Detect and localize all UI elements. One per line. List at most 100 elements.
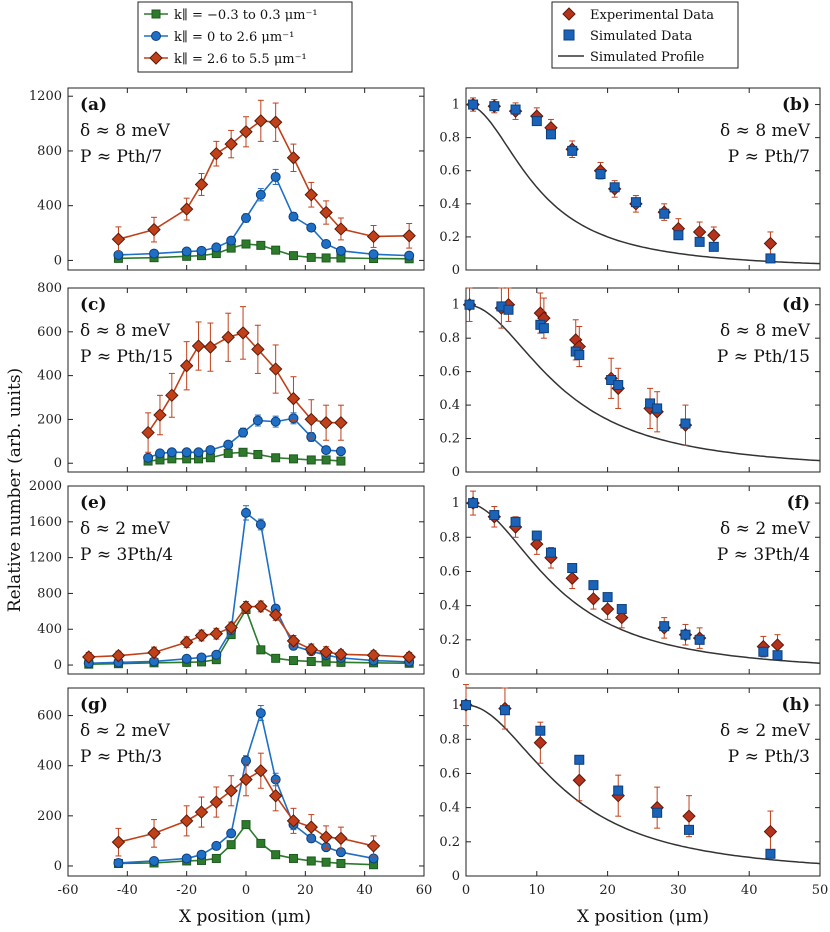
- data-point-red: [286, 634, 301, 648]
- data-point-blue: [404, 250, 415, 261]
- data-point-green: [256, 645, 266, 655]
- y-tick-label: 1200: [29, 89, 62, 104]
- panel-a: 0 400 800 1200 (a) δ ≈ 8 meV P ≈ Pth/7: [29, 87, 425, 271]
- data-point-red: [209, 146, 224, 161]
- data-point-red: [254, 764, 268, 778]
- y-tick-label: 200: [37, 809, 62, 824]
- data-point-red: [304, 642, 318, 657]
- data-point-red: [165, 388, 179, 403]
- data-point-green: [288, 454, 298, 464]
- legend-label-red: k∥ = 2.6 to 5.5 μm⁻¹: [174, 52, 307, 67]
- data-point-red: [268, 115, 283, 129]
- data-point-blue: [181, 853, 192, 864]
- experimental-point: [565, 571, 579, 585]
- data-point-red: [286, 814, 301, 828]
- simulated-point: [694, 236, 705, 247]
- simulated-point: [489, 101, 500, 112]
- data-point-red: [366, 229, 381, 244]
- data-point-red: [179, 202, 194, 216]
- data-point-green: [288, 853, 298, 863]
- simulated-point: [567, 563, 578, 574]
- data-point-red: [319, 830, 333, 844]
- simulated-point: [613, 785, 624, 796]
- data-point-blue: [211, 242, 222, 253]
- data-point-blue: [196, 245, 207, 256]
- data-point-blue: [288, 211, 299, 222]
- x-tick-label: 40: [741, 883, 758, 898]
- data-point-red: [334, 647, 348, 662]
- panel-label: (f): [787, 493, 810, 513]
- data-point-green: [306, 455, 316, 465]
- data-point-red: [319, 645, 333, 659]
- data-point-red: [402, 650, 416, 664]
- power-annotation: P ≈ Pth/15: [717, 347, 810, 367]
- data-point-red: [239, 772, 253, 787]
- data-point-red: [224, 620, 238, 635]
- x-tick-label: 20: [297, 883, 314, 898]
- y-tick-label: 400: [37, 369, 62, 384]
- panel-c: 0 200 400 600 800 (c) δ ≈ 8 meV P ≈ Pth/15: [37, 281, 425, 473]
- legend-label-profile: Simulated Profile: [590, 50, 705, 65]
- data-point-blue: [205, 445, 216, 456]
- x-tick-label: -40: [117, 883, 138, 898]
- simulated-point: [468, 498, 479, 509]
- experimental-point: [682, 809, 696, 823]
- y-tick-label: 0: [54, 456, 62, 471]
- data-point-blue: [306, 222, 317, 233]
- panel-g: 0 200 400 600 -60 -40 -20 0 20 40 60 (g) δ ≈ 2 meV P …: [37, 687, 433, 898]
- data-point-red: [366, 839, 381, 853]
- legend-label-experimental: Experimental Data: [590, 8, 714, 23]
- simulated-point: [574, 349, 585, 360]
- simulated-point: [588, 580, 599, 591]
- simulated-point: [772, 650, 783, 661]
- simulated-point: [630, 197, 641, 208]
- simulated-point: [531, 116, 542, 127]
- experimental-point: [763, 824, 778, 839]
- data-point-blue: [321, 445, 332, 456]
- y-tick-label: 0: [452, 869, 460, 884]
- data-point-green: [226, 840, 236, 850]
- y-tick-label: 0: [452, 667, 460, 682]
- data-point-blue: [193, 447, 204, 458]
- data-point-blue: [335, 245, 346, 256]
- y-tick-label: 0.6: [439, 564, 460, 579]
- simulated-point: [531, 530, 542, 541]
- simulated-point: [574, 754, 585, 765]
- y-tick-label: 400: [37, 759, 62, 774]
- data-point-blue: [270, 416, 281, 427]
- experimental-point: [615, 610, 629, 625]
- y-tick-label: 1: [452, 298, 460, 313]
- experimental-point: [763, 236, 778, 251]
- data-point-red: [254, 114, 268, 128]
- y-tick-label: 0.6: [439, 164, 460, 179]
- simulated-point: [680, 629, 691, 640]
- y-tick-label: 1: [452, 98, 460, 113]
- x-tick-label: 0: [462, 883, 470, 898]
- x-tick-label: 20: [599, 883, 616, 898]
- simulated-point: [535, 725, 546, 736]
- y-tick-label: 0.8: [439, 331, 460, 346]
- y-tick-label: 0.6: [439, 766, 460, 781]
- x-tick-label: 50: [812, 883, 829, 898]
- y-tick-label: 0.2: [439, 835, 460, 850]
- delta-annotation: δ ≈ 8 meV: [720, 121, 811, 141]
- data-point-blue: [181, 447, 192, 458]
- experimental-point: [533, 735, 548, 750]
- simulated-point: [673, 230, 684, 241]
- power-annotation: P ≈ Pth/7: [728, 147, 810, 167]
- x-tick-label: -60: [58, 883, 79, 898]
- data-point-red: [286, 151, 301, 165]
- y-tick-label: 1200: [29, 551, 62, 566]
- legend-right: Experimental Data Simulated Data Simulat…: [551, 1, 739, 69]
- data-point-red: [209, 795, 224, 809]
- data-point-blue: [321, 239, 332, 249]
- x-tick-label: 0: [242, 883, 250, 898]
- y-tick-label: 0: [54, 658, 62, 673]
- data-point-red: [224, 784, 238, 798]
- data-point-green: [306, 856, 316, 866]
- data-point-red: [147, 826, 161, 841]
- x-tick-label: 60: [416, 883, 433, 898]
- legend-item-simulated: Simulated Data: [563, 29, 692, 44]
